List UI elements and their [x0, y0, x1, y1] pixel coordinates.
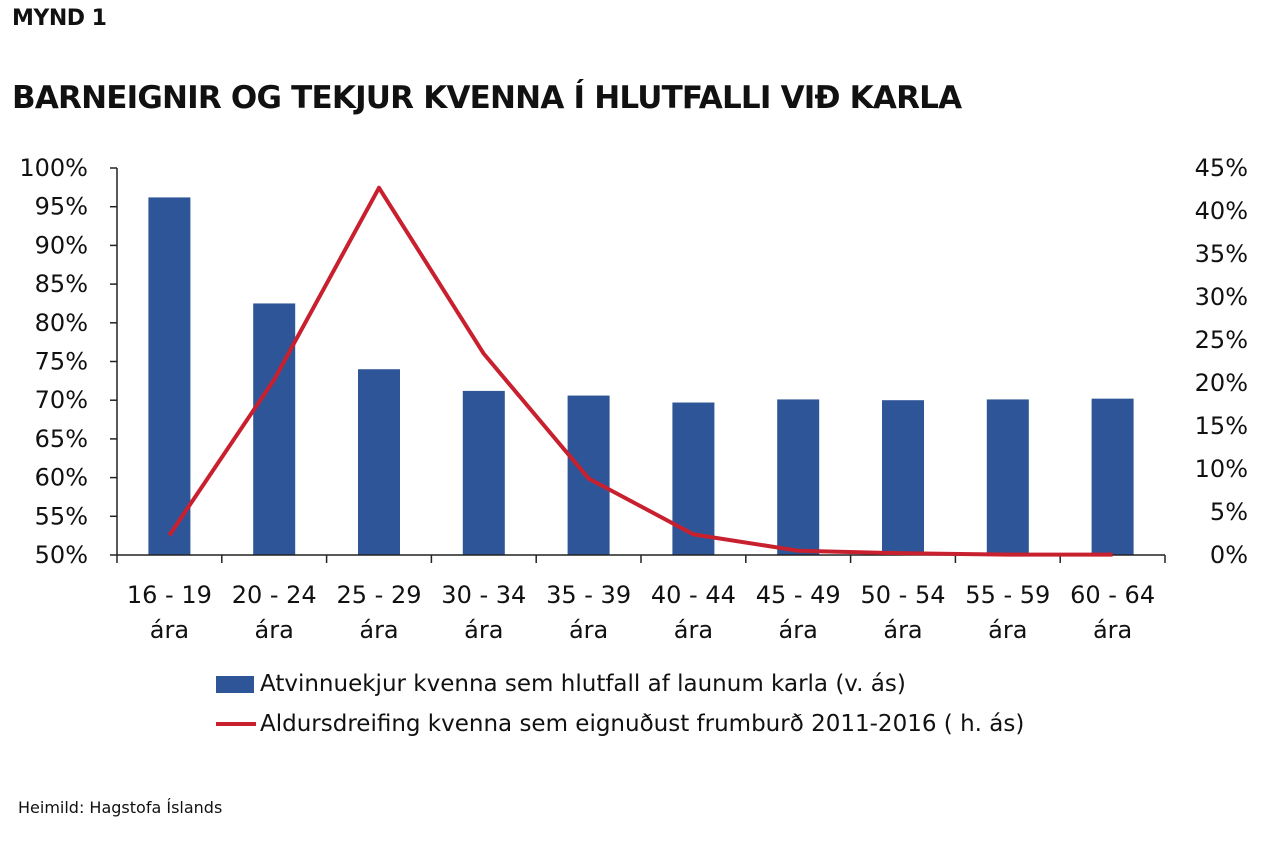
- right-tick-label-1: 5%: [1210, 498, 1248, 526]
- left-tick-label-9: 95%: [35, 193, 88, 221]
- category-sublabel-5: ára: [674, 616, 713, 644]
- left-tick-label-8: 90%: [35, 231, 88, 259]
- legend: Atvinnuekjur kvenna sem hlutfall af laun…: [216, 664, 1024, 744]
- bar-5: [672, 402, 715, 555]
- right-tick-label-9: 45%: [1195, 154, 1248, 182]
- left-tick-label-6: 80%: [35, 309, 88, 337]
- left-axis-ticks: 50% 55% 60% 65% 70% 75% 80% 85% 90% 95% 100%: [19, 154, 88, 569]
- right-tick-label-0: 0%: [1210, 541, 1248, 569]
- line-series: [167, 185, 1113, 557]
- right-tick-label-3: 15%: [1195, 412, 1248, 440]
- category-sublabel-2: ára: [359, 616, 398, 644]
- category-label-6: 45 - 49: [756, 581, 841, 609]
- left-tick-label-7: 85%: [35, 270, 88, 298]
- right-tick-label-4: 20%: [1195, 369, 1248, 397]
- category-label-4: 35 - 39: [546, 581, 631, 609]
- legend-line-label: Aldursdreifing kvenna sem eignuðust frum…: [260, 711, 1025, 737]
- category-label-8: 55 - 59: [965, 581, 1050, 609]
- category-labels: 16 - 19 ára 20 - 24 ára 25 - 29 ára 30 - 34 ára…: [127, 581, 1155, 644]
- chart-title: BARNEIGNIR OG TEKJUR KVENNA Í HLUTFALLI …: [12, 80, 962, 116]
- source-note: Heimild: Hagstofa Íslands: [18, 798, 223, 817]
- category-sublabel-3: ára: [464, 616, 503, 644]
- bar-4: [567, 395, 610, 555]
- legend-bar-label: Atvinnuekjur kvenna sem hlutfall af laun…: [260, 671, 906, 697]
- left-tick-label-1: 55%: [35, 502, 88, 530]
- category-sublabel-7: ára: [883, 616, 922, 644]
- legend-line-swatch: [216, 722, 256, 726]
- bar-0: [148, 197, 191, 556]
- category-sublabel-0: ára: [150, 616, 189, 644]
- right-axis-ticks: 0% 5% 10% 15% 20% 25% 30% 35% 40% 45%: [1195, 154, 1248, 569]
- category-label-7: 50 - 54: [861, 581, 946, 609]
- legend-item-line: Aldursdreifing kvenna sem eignuðust frum…: [216, 704, 1024, 744]
- bar-6: [777, 399, 820, 555]
- category-label-3: 30 - 34: [441, 581, 526, 609]
- category-label-1: 20 - 24: [232, 581, 317, 609]
- bar-1: [253, 303, 296, 555]
- category-label-0: 16 - 19: [127, 581, 212, 609]
- right-tick-label-8: 40%: [1195, 197, 1248, 225]
- category-sublabel-6: ára: [779, 616, 818, 644]
- left-tick-label-5: 75%: [35, 348, 88, 376]
- left-tick-label-10: 100%: [19, 154, 88, 182]
- category-sublabel-4: ára: [569, 616, 608, 644]
- figure-label: MYND 1: [12, 6, 107, 31]
- left-tick-label-0: 50%: [35, 541, 88, 569]
- right-tick-label-2: 10%: [1195, 455, 1248, 483]
- category-label-9: 60 - 64: [1070, 581, 1155, 609]
- left-tick-label-4: 70%: [35, 386, 88, 414]
- category-sublabel-1: ára: [255, 616, 294, 644]
- bar-2: [358, 369, 400, 555]
- line-path: [167, 185, 1113, 557]
- bar-series: [148, 197, 1134, 556]
- bar-7: [882, 400, 924, 555]
- chart-canvas: 50% 55% 60% 65% 70% 75% 80% 85% 90% 95% 100% 0% 5% 1…: [19, 154, 1248, 644]
- legend-item-bars: Atvinnuekjur kvenna sem hlutfall af laun…: [216, 664, 1024, 704]
- bar-3: [462, 390, 505, 555]
- left-tick-label-3: 65%: [35, 425, 88, 453]
- category-sublabel-8: ára: [988, 616, 1027, 644]
- category-label-5: 40 - 44: [651, 581, 736, 609]
- left-tick-label-2: 60%: [35, 464, 88, 492]
- bar-8: [986, 399, 1029, 555]
- right-tick-label-7: 35%: [1195, 240, 1248, 268]
- right-tick-label-5: 25%: [1195, 326, 1248, 354]
- legend-bar-swatch: [216, 675, 254, 693]
- bar-9: [1091, 398, 1134, 555]
- category-sublabel-9: ára: [1093, 616, 1132, 644]
- category-label-2: 25 - 29: [337, 581, 422, 609]
- right-tick-label-6: 30%: [1195, 283, 1248, 311]
